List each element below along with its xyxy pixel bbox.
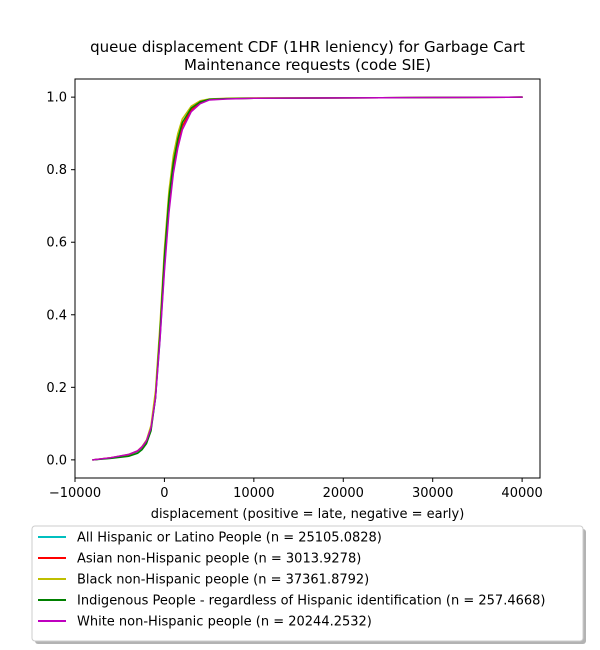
legend: All Hispanic or Latino People (n = 25105… [31, 525, 586, 644]
y-tick-label: 1.0 [46, 91, 67, 106]
legend-label-2: Black non-Hispanic people (n = 37361.879… [77, 573, 369, 588]
legend-label-4: White non-Hispanic people (n = 20244.253… [77, 615, 372, 630]
chart-title-line: Maintenance requests (code SIE) [184, 56, 431, 74]
y-axis: 0.0 0.2 0.4 0.6 0.8 1.0 [46, 91, 75, 468]
series-line-3 [92, 96, 523, 461]
legend-label-1: Asian non-Hispanic people (n = 3013.9278… [77, 552, 361, 567]
chart-title-line: queue displacement CDF (1HR leniency) fo… [90, 38, 525, 56]
x-tick-label: −10000 [49, 486, 101, 501]
plot-frame [74, 78, 541, 479]
y-tick-label: 0.6 [46, 236, 67, 251]
y-tick-label: 0.0 [46, 453, 67, 468]
x-tick-label: 20000 [323, 486, 364, 501]
x-tick-label: 30000 [412, 486, 453, 501]
legend-label-3: Indigenous People - regardless of Hispan… [77, 594, 546, 609]
legend-box [31, 525, 584, 642]
x-axis-label: displacement (positive = late, negative … [151, 507, 465, 522]
series-line-4 [92, 96, 523, 461]
series-line-0 [92, 96, 523, 461]
y-tick-label: 0.2 [46, 381, 67, 396]
x-tick-label: 10000 [233, 486, 274, 501]
chart-title: queue displacement CDF (1HR leniency) fo… [90, 38, 525, 74]
x-axis: −10000 0 10000 20000 30000 40000 displacement … [49, 478, 543, 522]
x-tick-label: 0 [160, 486, 168, 501]
y-tick-label: 0.4 [46, 308, 67, 323]
x-tick-label: 40000 [501, 486, 542, 501]
legend-label-0: All Hispanic or Latino People (n = 25105… [77, 531, 382, 546]
y-tick-label: 0.8 [46, 163, 67, 178]
series-line-1 [92, 96, 523, 461]
plot-area [74, 78, 541, 479]
series-line-2 [92, 96, 523, 461]
